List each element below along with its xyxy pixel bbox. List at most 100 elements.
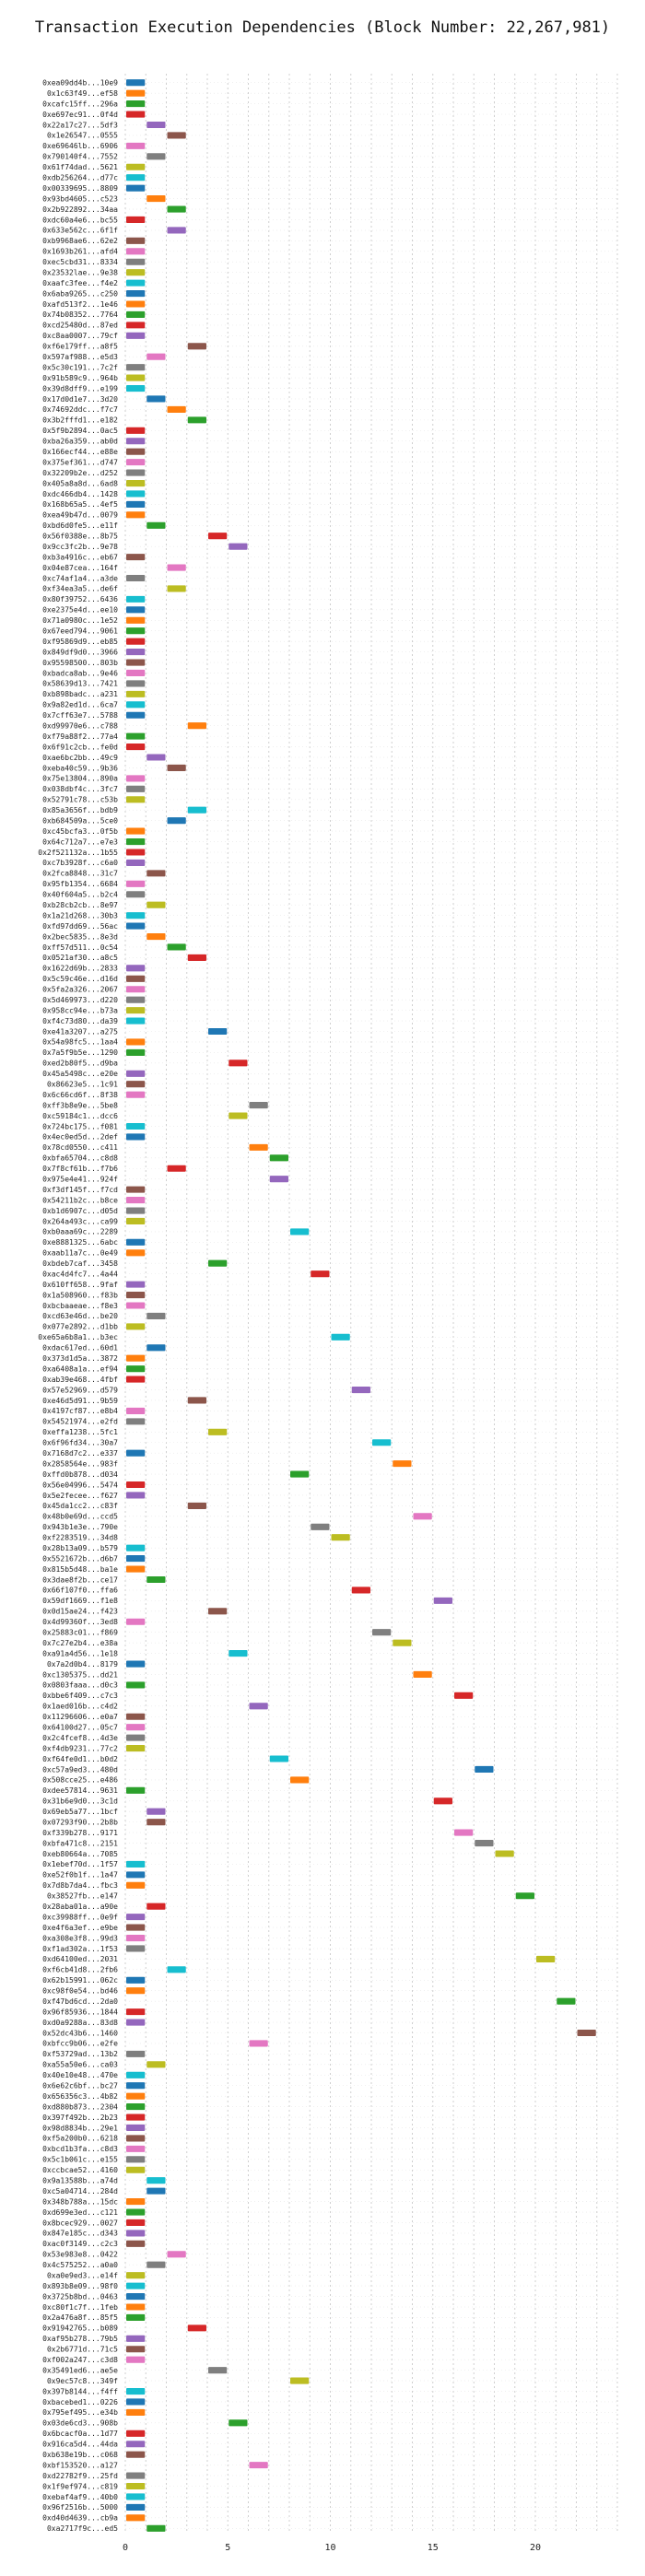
transaction-bar [126,438,146,445]
transaction-bar [208,2367,228,2374]
transaction-label: 0xaafc3fee...f4e2 [42,279,118,287]
transaction-bar [126,100,146,108]
transaction-bar [126,1302,146,1309]
transaction-bar [126,2451,146,2458]
transaction-label: 0x53e983e8...0422 [42,2251,118,2259]
transaction-bar [495,1850,514,1857]
transaction-label: 0x2bec5835...8e3d [42,932,118,941]
transaction-bar [167,817,186,825]
x-tick-label: 5 [225,2543,230,2553]
transaction-bar [290,1228,310,1235]
transaction-bar [126,2335,146,2342]
transaction-bar [269,1176,288,1183]
transaction-bar [126,649,146,656]
transaction-bar [249,2040,268,2047]
transaction-label: 0x4d99360f...3ed8 [42,1618,118,1626]
transaction-bar [126,2082,146,2090]
transaction-label: 0x38527fb...e147 [47,1892,118,1901]
transaction-label: 0xeba40c59...9b36 [42,764,118,772]
transaction-bar [147,2524,166,2532]
transaction-bar [126,1976,146,1984]
transaction-label: 0x9a82ed1d...6ca7 [42,701,118,709]
transaction-label: 0xea09dd4b...10e9 [42,79,118,88]
transaction-label: 0x7a2d0b4...8179 [47,1660,118,1669]
transaction-label: 0x1e26547...0555 [47,132,118,140]
transaction-bar [126,511,146,519]
transaction-bar [147,2261,166,2268]
transaction-bar [126,269,146,276]
transaction-label: 0x9a13588b...a74d [42,2176,118,2184]
transaction-bar [126,2135,146,2142]
transaction-bar [167,585,186,592]
transaction-bar [126,2008,146,2016]
transaction-label: 0xbacebed1...0226 [42,2398,118,2406]
transaction-label: 0x7f8cf61b...f7b6 [42,1165,118,1173]
transaction-label: 0xeb80664a...7085 [42,1850,118,1858]
transaction-label: 0xf95869d9...eb85 [42,638,118,646]
transaction-bar [187,954,206,961]
transaction-bar [126,711,146,719]
transaction-label: 0x724bc175...f081 [42,1122,118,1130]
transaction-label: 0xc74af1a4...a3de [42,574,118,582]
transaction-bar [147,195,166,203]
transaction-bar [187,722,206,730]
transaction-label: 0x69eb5a77...1bcf [42,1808,118,1816]
transaction-label: 0x916ca5d4...44da [42,2441,118,2449]
transaction-bar [126,2198,146,2206]
transaction-bar [126,1217,146,1225]
transaction-bar [475,1839,494,1847]
transaction-bar [126,1354,146,1362]
transaction-bars [126,79,596,2532]
transaction-label: 0x5c1b061c...e155 [42,2156,118,2164]
transaction-label: 0xbfa471c8...2151 [42,1839,118,1847]
transaction-label: 0x59df1669...f1e8 [42,1597,118,1605]
transaction-bar [167,943,186,951]
transaction-bar [126,2240,146,2247]
transaction-bar [126,669,146,677]
transaction-bar [208,1608,228,1615]
transaction-label: 0xaf95b278...79b5 [42,2335,118,2343]
transaction-bar [126,732,146,740]
transaction-label: 0x93bd4605...c523 [42,194,118,203]
transaction-label: 0x1aed016b...c4d2 [42,1703,118,1711]
transaction-label: 0x45da1cc2...c83f [42,1502,118,1510]
transaction-label: 0xcafc15ff...296a [42,100,118,108]
transaction-bar [126,2387,146,2395]
transaction-bar [126,1660,146,1668]
transaction-bar [126,2482,146,2490]
transaction-label: 0x1ebef70d...1f57 [42,1860,118,1868]
transaction-label: 0x96f2516b...5000 [42,2503,118,2512]
transaction-label: 0x54a98fc5...1aa4 [42,1038,118,1047]
transaction-bar [126,827,146,835]
transaction-label: 0xdee57814...9631 [42,1786,118,1795]
transaction-label: 0xac4d4fc7...4a44 [42,1270,118,1278]
transaction-bar [126,1565,146,1573]
transaction-label: 0xb9968ae6...62e2 [42,237,118,245]
transaction-label: 0x405a8a8d...6ad8 [42,479,118,487]
transaction-bar [126,174,146,181]
transaction-bar [126,290,146,298]
transaction-bar [147,1808,166,1815]
transaction-label: 0xa91a4d56...1e18 [42,1649,118,1657]
transaction-label: 0x57e52969...d579 [42,1386,118,1394]
transaction-bar [126,1133,146,1141]
transaction-label: 0xae6bc2bb...49c9 [42,754,118,762]
transaction-label: 0xbfcc9b06...e2fe [42,2040,118,2048]
transaction-label: 0x958cc94e...b73a [42,1006,118,1014]
transaction-label: 0x75e13804...890a [42,775,118,783]
transaction-label: 0x91942765...b089 [42,2324,118,2333]
transaction-label: 0xea49b47d...0079 [42,511,118,520]
transaction-label: 0xb898badc...a231 [42,690,118,698]
transaction-bar [147,870,166,877]
transaction-bar [126,89,146,97]
transaction-label: 0x168b65a5...4ef5 [42,500,118,509]
transaction-label: 0xcd63e46d...be20 [42,1312,118,1320]
transaction-bar [557,1997,576,2005]
transaction-label: 0x166ecf44...e88e [42,448,118,456]
transaction-bar [126,374,146,381]
transaction-bar [126,659,146,666]
transaction-bar [126,2071,146,2078]
transaction-bar [372,1439,392,1446]
transaction-label: 0x038dbf4c...3fc7 [42,785,118,793]
